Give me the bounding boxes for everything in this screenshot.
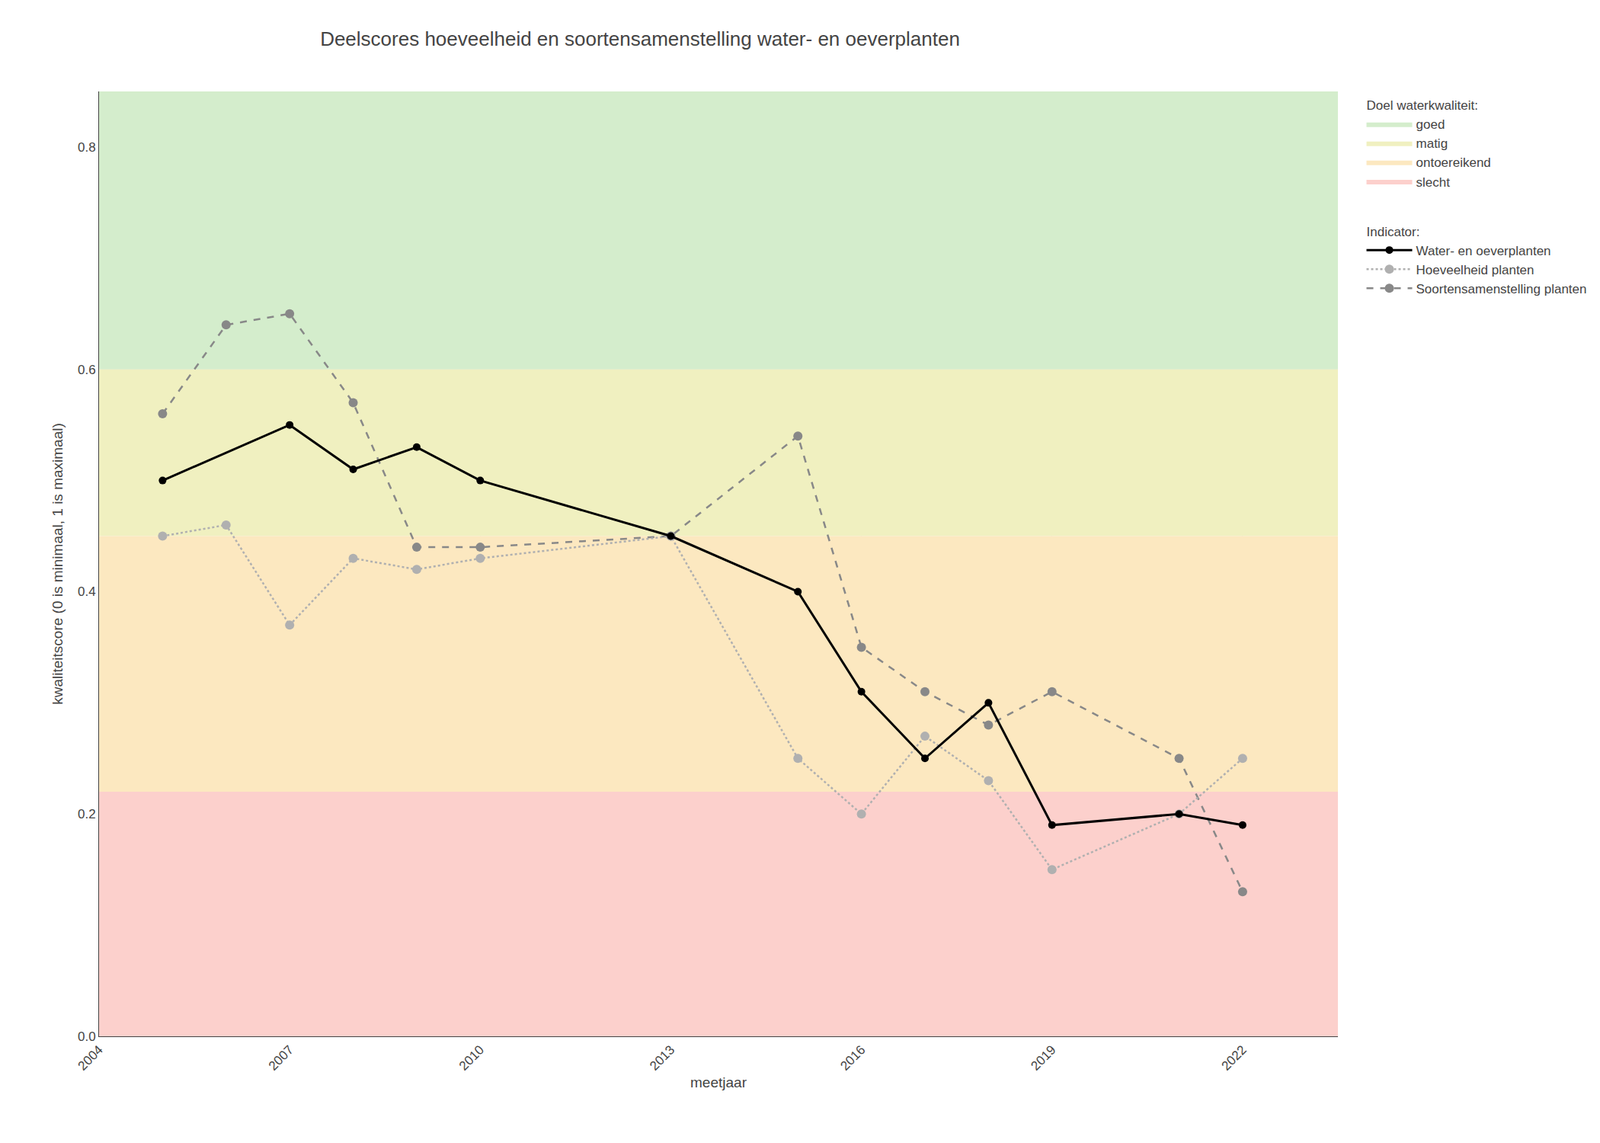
svg-text:2010: 2010 xyxy=(456,1042,487,1073)
svg-text:ontoereikend: ontoereikend xyxy=(1416,155,1492,170)
svg-text:Indicator:: Indicator: xyxy=(1366,224,1421,240)
svg-text:2004: 2004 xyxy=(75,1042,106,1073)
svg-text:Hoeveelheid planten: Hoeveelheid planten xyxy=(1416,262,1535,278)
svg-text:Water- en oeverplanten: Water- en oeverplanten xyxy=(1416,243,1552,259)
svg-text:meetjaar: meetjaar xyxy=(690,1074,748,1091)
svg-text:Deelscores hoeveelheid en soor: Deelscores hoeveelheid en soortensamenst… xyxy=(320,27,960,51)
svg-text:0.4: 0.4 xyxy=(77,584,96,599)
svg-text:0.6: 0.6 xyxy=(77,362,96,378)
svg-text:2019: 2019 xyxy=(1027,1042,1059,1073)
svg-text:goed: goed xyxy=(1416,117,1446,132)
svg-text:0.0: 0.0 xyxy=(77,1029,96,1044)
svg-text:Soortensamenstelling planten: Soortensamenstelling planten xyxy=(1416,281,1588,297)
svg-text:matig: matig xyxy=(1416,136,1449,151)
svg-text:Doel waterkwaliteit:: Doel waterkwaliteit: xyxy=(1366,98,1479,113)
svg-text:2022: 2022 xyxy=(1219,1042,1250,1073)
svg-text:kwaliteitscore (0 is minimaal,: kwaliteitscore (0 is minimaal, 1 is maxi… xyxy=(49,422,66,705)
svg-text:2013: 2013 xyxy=(646,1042,678,1073)
svg-text:2007: 2007 xyxy=(265,1042,297,1073)
svg-text:0.2: 0.2 xyxy=(77,806,96,822)
svg-text:0.8: 0.8 xyxy=(77,140,96,155)
svg-text:slecht: slecht xyxy=(1416,175,1451,190)
svg-text:2016: 2016 xyxy=(837,1042,868,1073)
